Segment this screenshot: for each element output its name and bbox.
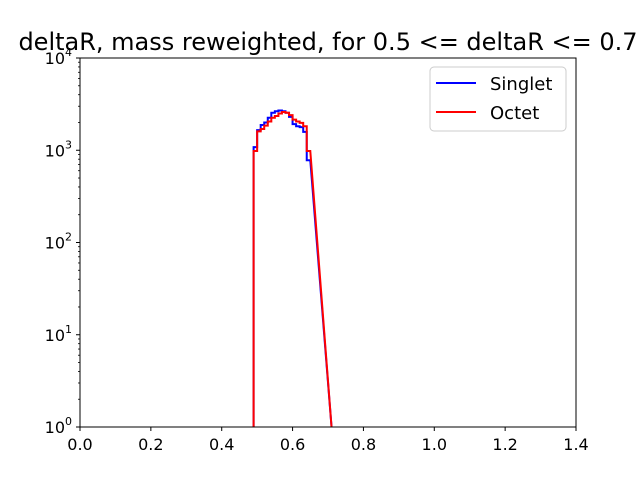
legend-label-octet: Octet xyxy=(490,103,539,124)
chart-title: deltaR, mass reweighted, for 0.5 <= delt… xyxy=(18,28,637,56)
x-tick-label: 0.8 xyxy=(351,435,376,454)
x-tick-label: 0.4 xyxy=(209,435,234,454)
y-tick-label: 101 xyxy=(45,323,72,345)
series-line-octet xyxy=(252,110,333,428)
axes-layer: 0.0 0.2 0.4 0.6 0.8 1.0 1.2 1.4 100 101 102 103 104 xyxy=(45,46,589,454)
x-tick-label: 1.4 xyxy=(563,435,588,454)
series-line-singlet xyxy=(252,109,333,428)
y-tick-label: 103 xyxy=(45,138,72,160)
y-tick-label: 100 xyxy=(45,415,72,437)
x-tick-label: 0.0 xyxy=(67,435,92,454)
y-tick-label: 102 xyxy=(45,231,72,253)
x-tick-label: 1.0 xyxy=(422,435,447,454)
x-tick-label: 0.6 xyxy=(280,435,305,454)
legend-label-singlet: Singlet xyxy=(490,74,552,95)
series-layer xyxy=(252,109,333,428)
y-tick-label: 104 xyxy=(45,46,72,68)
x-tick-label: 0.2 xyxy=(138,435,163,454)
x-tick-label: 1.2 xyxy=(492,435,517,454)
legend: Singlet Octet xyxy=(429,66,567,132)
